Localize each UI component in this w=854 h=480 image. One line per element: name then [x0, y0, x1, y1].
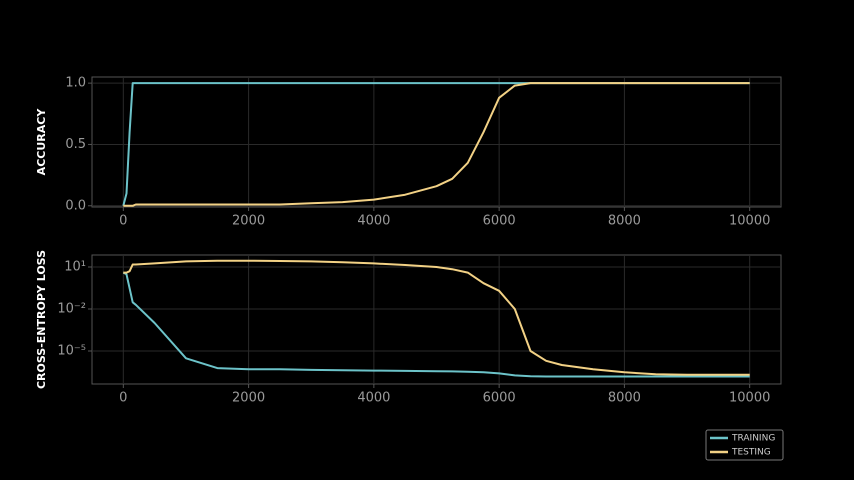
y-tick-label: 0.0: [65, 198, 86, 213]
legend-label: TESTING: [731, 448, 771, 458]
legend-box: [705, 429, 784, 461]
y-tick-label: 0.5: [65, 137, 86, 152]
y-tick-label: 1.0: [65, 76, 86, 91]
series-line: [123, 259, 750, 376]
x-tick-label: 10000: [729, 391, 770, 406]
x-tick-label: 4000: [357, 214, 390, 229]
series-line: [122, 271, 750, 378]
x-tick-label: 2000: [232, 391, 265, 406]
x-tick-label: 2000: [232, 214, 265, 229]
y-tick-label: 10⁻⁵: [57, 344, 86, 359]
y-tick-label: 10¹: [64, 260, 86, 275]
x-tick-label: 4000: [357, 391, 390, 406]
y-axis-label: CROSS-ENTROPY LOSS: [35, 250, 48, 389]
plot-frame: [91, 254, 782, 385]
x-tick-label: 8000: [608, 214, 641, 229]
x-tick-label: 10000: [729, 214, 770, 229]
x-tick-label: 6000: [483, 214, 516, 229]
y-axis-label: ACCURACY: [35, 108, 48, 176]
x-tick-label: 0: [119, 391, 127, 406]
x-tick-label: 6000: [483, 391, 516, 406]
x-tick-label: 0: [119, 214, 127, 229]
plot-frame: [91, 76, 782, 208]
legend-label: TRAINING: [731, 434, 775, 444]
y-tick-label: 10⁻²: [57, 302, 86, 317]
series-line: [123, 82, 750, 207]
x-tick-label: 8000: [608, 391, 641, 406]
